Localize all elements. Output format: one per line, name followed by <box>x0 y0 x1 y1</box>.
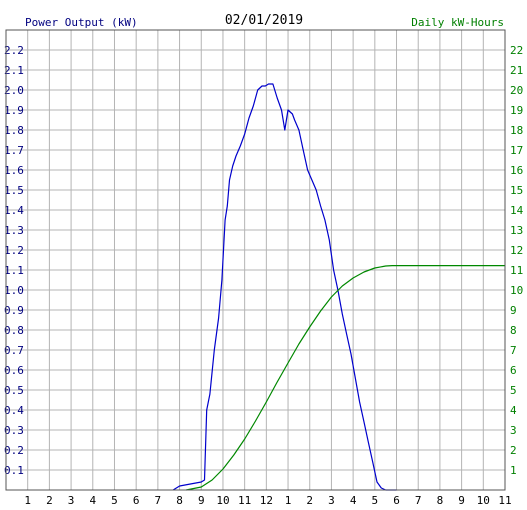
x-tick-label: 7 <box>155 494 162 507</box>
y-left-tick-label: 1.8 <box>4 124 24 137</box>
y-right-tick-label: 18 <box>510 124 523 137</box>
x-tick-label: 4 <box>89 494 96 507</box>
y-left-tick-label: 2.0 <box>4 84 24 97</box>
y-left-tick-label: 1.7 <box>4 144 24 157</box>
x-tick-label: 3 <box>68 494 75 507</box>
y-right-tick-label: 6 <box>510 364 517 377</box>
x-tick-label: 6 <box>133 494 140 507</box>
y-right-tick-label: 19 <box>510 104 523 117</box>
power-output-line <box>172 83 397 491</box>
x-tick-label: 12 <box>260 494 273 507</box>
y-right-tick-label: 12 <box>510 244 523 257</box>
y-right-tick-label: 21 <box>510 64 523 77</box>
x-tick-label: 6 <box>393 494 400 507</box>
y-left-tick-label: 1.0 <box>4 284 24 297</box>
y-right-tick-label: 1 <box>510 464 517 477</box>
y-right-tick-label: 14 <box>510 204 524 217</box>
x-tick-label: 9 <box>198 494 205 507</box>
x-tick-label: 5 <box>372 494 379 507</box>
y-left-tick-label: 1.4 <box>4 204 24 217</box>
y-right-tick-label: 11 <box>510 264 523 277</box>
x-tick-label: 11 <box>238 494 251 507</box>
y-left-tick-label: 0.1 <box>4 464 24 477</box>
y-right-tick-label: 17 <box>510 144 523 157</box>
x-tick-label: 8 <box>176 494 183 507</box>
y-right-tick-label: 7 <box>510 344 517 357</box>
x-tick-label: 10 <box>216 494 229 507</box>
y-left-tick-label: 2.1 <box>4 64 24 77</box>
y-right-tick-label: 5 <box>510 384 517 397</box>
x-tick-label: 9 <box>458 494 465 507</box>
grid <box>6 30 505 490</box>
y-right-tick-label: 13 <box>510 224 523 237</box>
chart-title: 02/01/2019 <box>225 13 303 28</box>
y-left-tick-label: 0.8 <box>4 324 24 337</box>
x-tick-label: 1 <box>285 494 292 507</box>
y-right-tick-label: 22 <box>510 44 523 57</box>
series-group <box>172 83 505 491</box>
x-tick-labels: 1 2 3 4 5 6 7 8 9 10 11 12 1 2 3 4 5 6 7 8 9 10 11 <box>24 494 511 507</box>
y-right-tick-label: 9 <box>510 304 517 317</box>
x-tick-label: 10 <box>477 494 490 507</box>
right-axis-label: Daily kW-Hours <box>411 16 504 29</box>
x-tick-label: 7 <box>415 494 422 507</box>
x-tick-label: 5 <box>111 494 118 507</box>
x-tick-label: 4 <box>350 494 357 507</box>
y-left-tick-label: 1.6 <box>4 164 24 177</box>
y-right-tick-label: 20 <box>510 84 523 97</box>
x-tick-label: 2 <box>306 494 313 507</box>
x-tick-label: 8 <box>437 494 444 507</box>
y-right-tick-label: 3 <box>510 424 517 437</box>
y-right-tick-label: 8 <box>510 324 517 337</box>
y-left-tick-label: 0.9 <box>4 304 24 317</box>
y-right-tick-label: 2 <box>510 444 517 457</box>
y-left-tick-label: 1.5 <box>4 184 24 197</box>
x-tick-label: 1 <box>24 494 31 507</box>
y-left-tick-label: 0.4 <box>4 404 24 417</box>
plot-frame <box>5 29 506 491</box>
y-left-tick-label: 2.2 <box>4 44 24 57</box>
y-right-tick-label: 10 <box>510 284 523 297</box>
x-tick-label: 11 <box>498 494 511 507</box>
y-left-tick-label: 0.5 <box>4 384 24 397</box>
y-left-tick-label: 0.7 <box>4 344 24 357</box>
y-left-tick-label: 0.3 <box>4 424 24 437</box>
y-left-tick-label: 1.3 <box>4 224 24 237</box>
y-right-tick-label: 16 <box>510 164 523 177</box>
y-left-tick-labels: 0.1 0.2 0.3 0.4 0.5 0.6 0.7 0.8 0.9 1.0 1.1 1.2 1.3 1… <box>4 44 24 477</box>
daily-kwh-line <box>185 265 505 491</box>
x-tick-label: 3 <box>328 494 335 507</box>
y-right-tick-label: 15 <box>510 184 523 197</box>
y-left-tick-label: 0.6 <box>4 364 24 377</box>
y-left-tick-label: 0.2 <box>4 444 24 457</box>
x-tick-label: 2 <box>46 494 53 507</box>
y-left-tick-label: 1.1 <box>4 264 24 277</box>
y-left-tick-label: 1.2 <box>4 244 24 257</box>
y-right-tick-label: 4 <box>510 404 517 417</box>
y-left-tick-label: 1.9 <box>4 104 24 117</box>
left-axis-label: Power Output (kW) <box>25 16 138 29</box>
